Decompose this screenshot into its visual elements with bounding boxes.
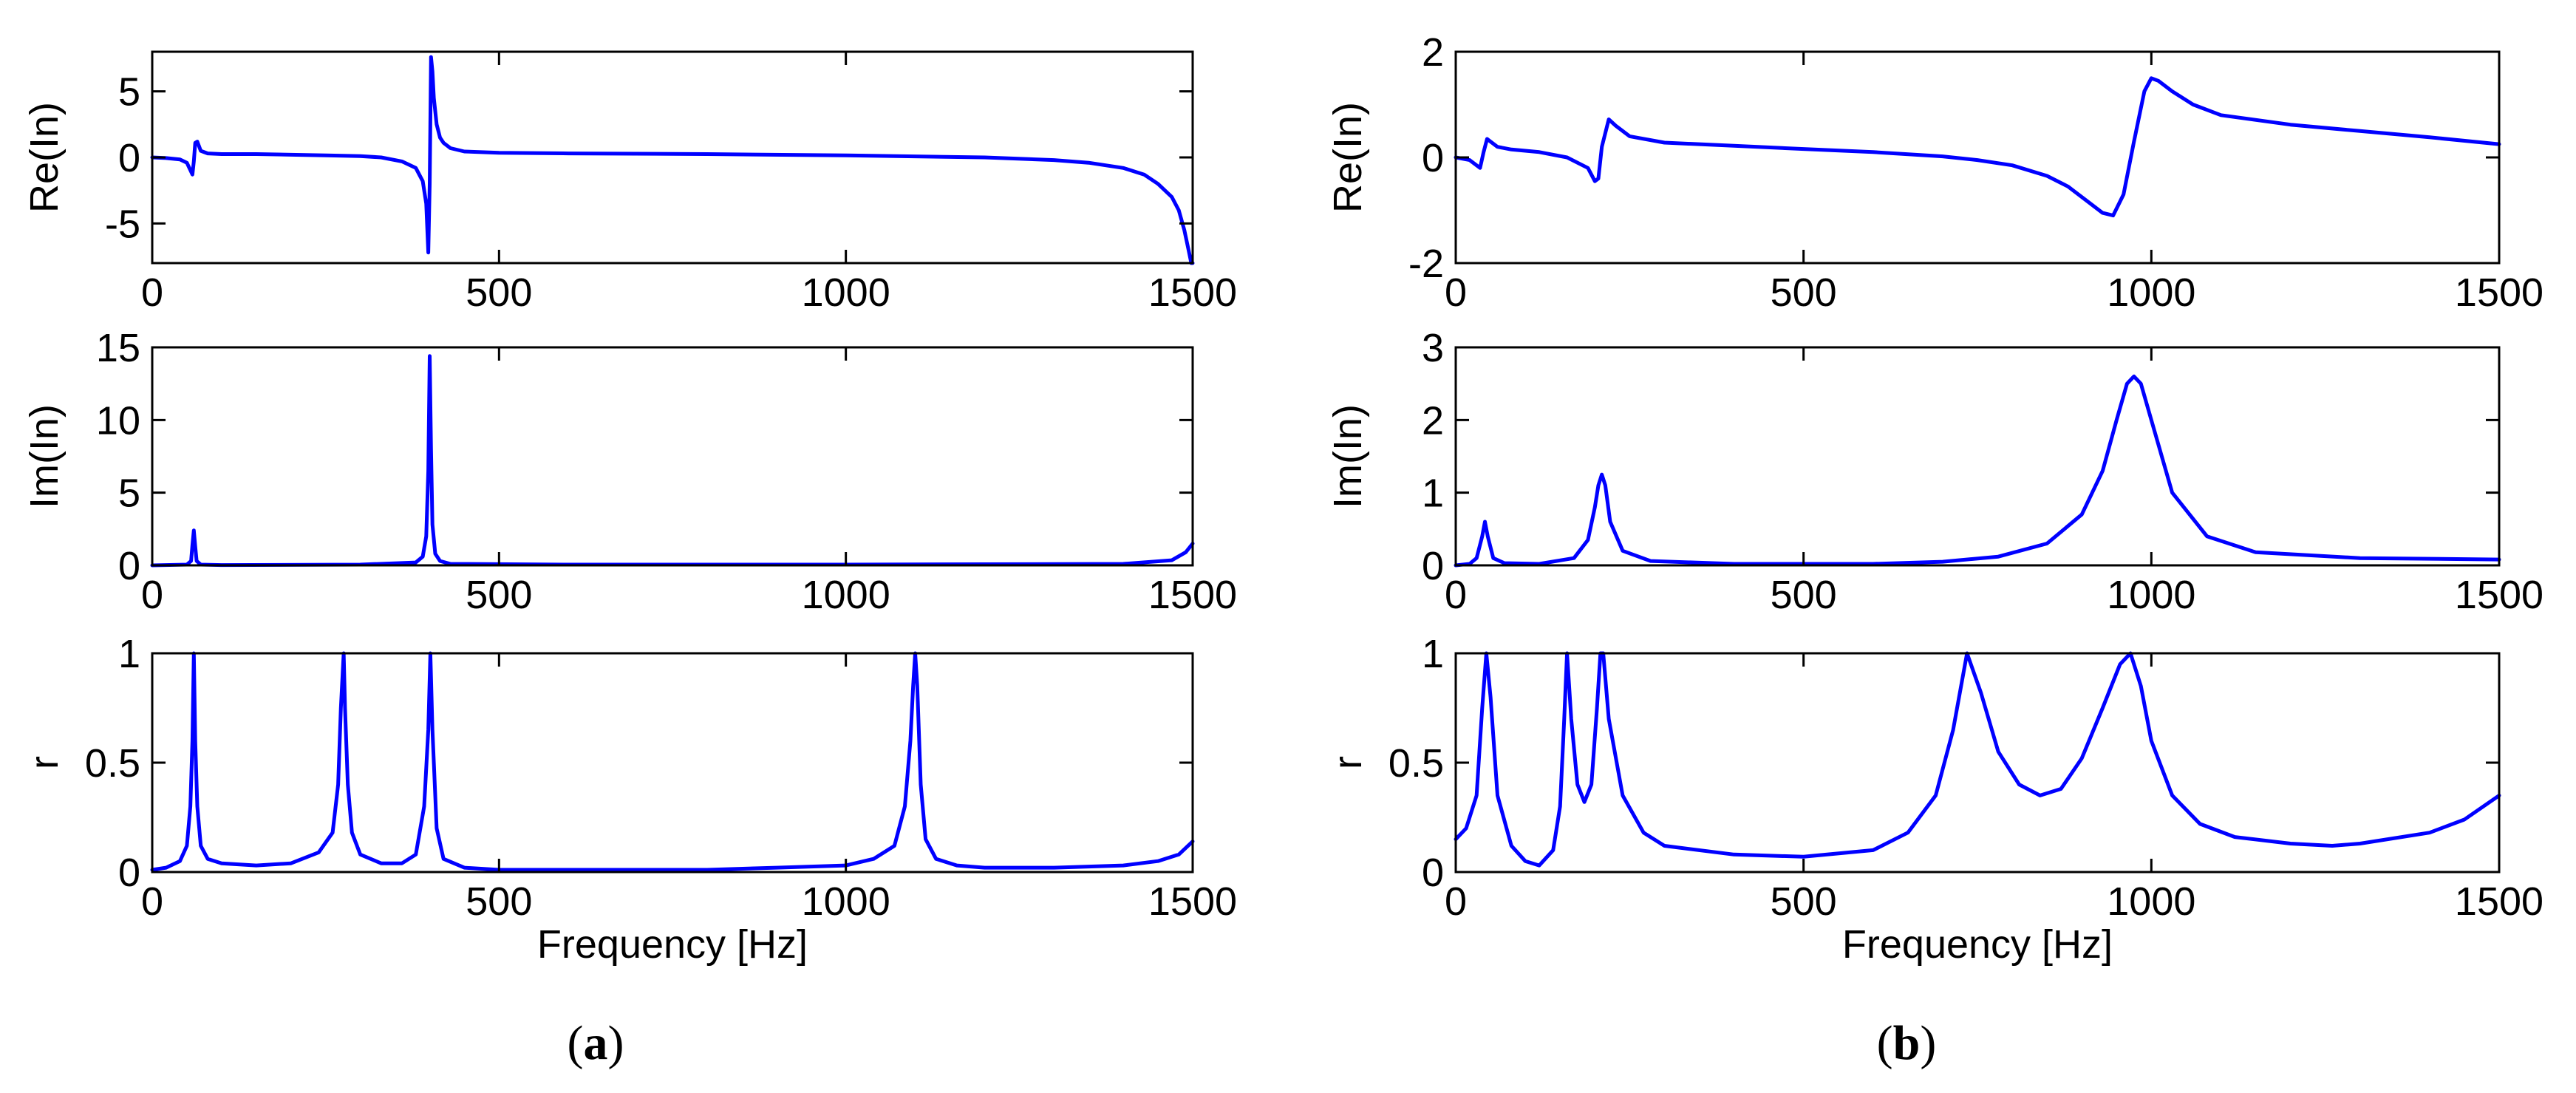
y-tick-label: 0 bbox=[118, 544, 140, 588]
x-tick-label: 1500 bbox=[1148, 573, 1237, 617]
x-tick-label: 1000 bbox=[2107, 270, 2195, 315]
x-tick-label: 1000 bbox=[802, 270, 890, 315]
y-axis-label: Im(In) bbox=[22, 404, 67, 508]
x-tick-label: 500 bbox=[466, 270, 532, 315]
series-line bbox=[150, 55, 1195, 265]
x-tick-label: 500 bbox=[1771, 879, 1837, 924]
panel-label-a: (a) bbox=[568, 1016, 624, 1070]
x-tick-label: 1000 bbox=[802, 573, 890, 617]
x-tick-label: 500 bbox=[466, 573, 532, 617]
y-tick-label: 15 bbox=[96, 326, 140, 370]
x-axis-label: Frequency [Hz] bbox=[537, 922, 808, 967]
series-line bbox=[1454, 651, 2501, 868]
y-tick-label: -5 bbox=[105, 202, 140, 246]
x-tick-label: 1500 bbox=[2455, 573, 2543, 617]
x-tick-label: 1000 bbox=[2107, 573, 2195, 617]
chart-a-2: 0 500 1000 1500 0 0.5 1 r Frequency [Hz] bbox=[22, 632, 1237, 967]
y-tick-label: 1 bbox=[118, 632, 140, 676]
x-tick-label: 500 bbox=[1771, 270, 1837, 315]
y-tick-label: 2 bbox=[1422, 30, 1444, 75]
x-tick-label: 0 bbox=[1445, 573, 1467, 617]
y-tick-label: 0.5 bbox=[1388, 741, 1444, 786]
y-tick-label: 0 bbox=[118, 851, 140, 895]
x-tick-label: 0 bbox=[1445, 879, 1467, 924]
x-tick-label: 1500 bbox=[1148, 270, 1237, 315]
y-tick-label: 0 bbox=[1422, 851, 1444, 895]
x-tick-label: 0 bbox=[141, 270, 163, 315]
axes-frame bbox=[1454, 346, 2501, 567]
panel-label-b: (b) bbox=[1877, 1016, 1937, 1070]
x-tick-label: 1500 bbox=[2455, 270, 2543, 315]
y-tick-label: 0 bbox=[1422, 136, 1444, 180]
y-axis-label: r bbox=[22, 756, 67, 769]
x-tick-label: 0 bbox=[141, 573, 163, 617]
x-tick-label: 0 bbox=[1445, 270, 1467, 315]
series-line bbox=[1454, 374, 2501, 568]
axes-frame bbox=[151, 50, 1194, 265]
y-tick-label: 1 bbox=[1422, 632, 1444, 676]
y-axis-label: Im(In) bbox=[1326, 404, 1370, 508]
y-axis-label: r bbox=[1326, 756, 1370, 769]
y-tick-label: 5 bbox=[118, 70, 140, 115]
x-tick-label: 500 bbox=[1771, 573, 1837, 617]
x-tick-label: 500 bbox=[466, 879, 532, 924]
chart-a-1: 0 500 1000 1500 0 5 10 15 Im(In) bbox=[22, 326, 1237, 617]
y-tick-label: 0.5 bbox=[85, 741, 140, 786]
y-tick-label: -2 bbox=[1408, 242, 1444, 286]
axes-frame bbox=[151, 652, 1194, 874]
y-tick-label: 5 bbox=[118, 471, 140, 516]
x-tick-label: 1000 bbox=[802, 879, 890, 924]
axes-frame bbox=[1454, 50, 2501, 265]
series-line bbox=[150, 354, 1195, 568]
y-tick-label: 0 bbox=[1422, 544, 1444, 588]
y-tick-label: 3 bbox=[1422, 326, 1444, 370]
y-tick-label: 1 bbox=[1422, 471, 1444, 516]
x-tick-label: 0 bbox=[141, 879, 163, 924]
x-tick-label: 1500 bbox=[2455, 879, 2543, 924]
x-tick-label: 1000 bbox=[2107, 879, 2195, 924]
chart-b-1: 0 500 1000 1500 0 1 2 3 Im(In) bbox=[1326, 326, 2543, 617]
y-axis-label: Re(In) bbox=[22, 102, 67, 213]
y-tick-label: 0 bbox=[118, 136, 140, 180]
series-line bbox=[150, 651, 1195, 872]
y-tick-label: 10 bbox=[96, 398, 140, 443]
chart-b-2: 0 500 1000 1500 0 0.5 1 r Frequency [Hz] bbox=[1326, 632, 2543, 967]
axes-frame bbox=[151, 346, 1194, 567]
x-tick-label: 1500 bbox=[1148, 879, 1237, 924]
y-tick-label: 2 bbox=[1422, 398, 1444, 443]
y-axis-label: Re(In) bbox=[1326, 102, 1370, 213]
series-line bbox=[1454, 76, 2501, 218]
x-axis-label: Frequency [Hz] bbox=[1842, 922, 2113, 967]
